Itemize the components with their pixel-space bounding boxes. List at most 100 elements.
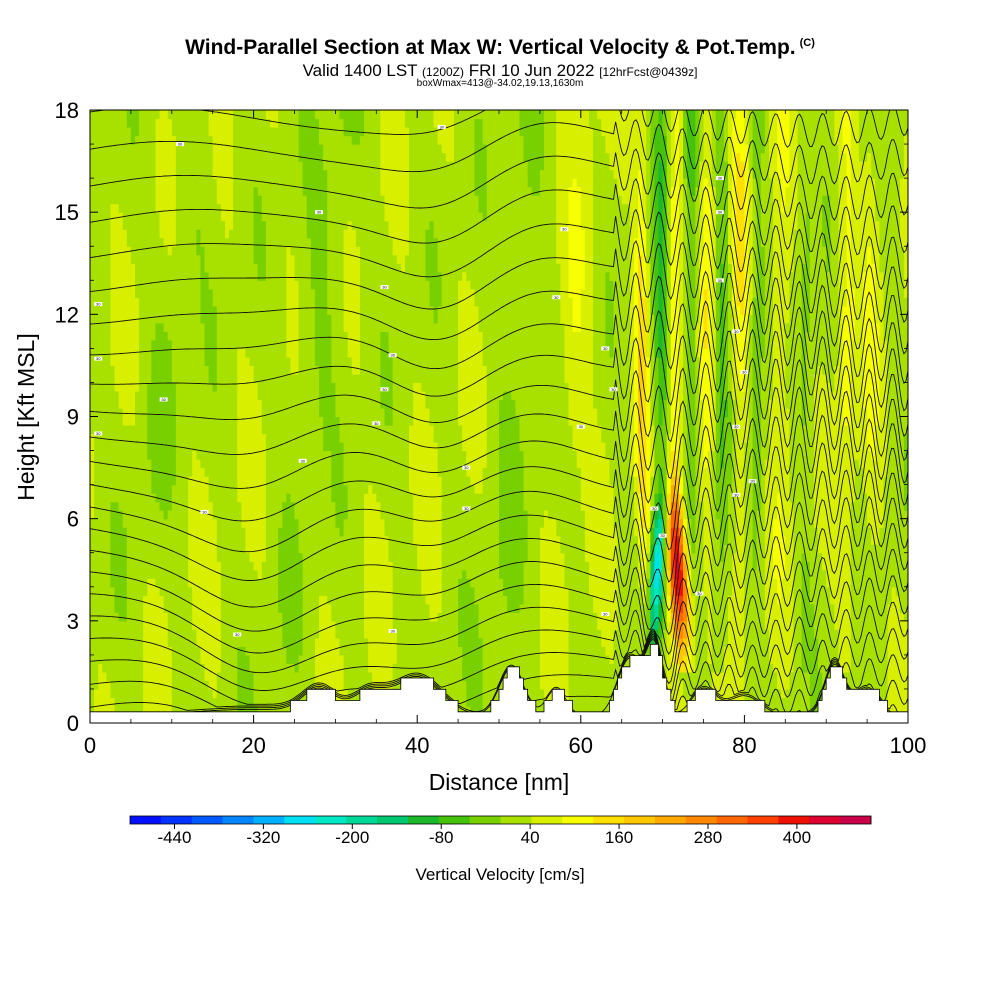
field-cell (715, 288, 721, 298)
field-cell (90, 314, 112, 324)
field-cell (314, 297, 328, 307)
field-cell (785, 373, 803, 384)
field-cell (687, 416, 696, 426)
field-cell (809, 671, 823, 682)
field-cell (286, 271, 296, 281)
field-cell (768, 629, 795, 639)
field-cell (699, 203, 705, 213)
field-cell (633, 390, 639, 401)
field-cell (789, 433, 815, 443)
field-cell (875, 203, 901, 213)
field-cell (813, 399, 844, 409)
field-cell (699, 467, 713, 477)
field-cell (728, 399, 733, 409)
field-cell (323, 416, 341, 426)
field-cell (887, 612, 905, 622)
field-cell (560, 263, 570, 273)
field-cell (605, 144, 647, 154)
field-cell (646, 237, 651, 247)
field-cell (666, 110, 672, 120)
field-cell (670, 118, 676, 128)
field-cell (499, 459, 525, 469)
field-cell (703, 246, 713, 256)
field-cell (674, 561, 680, 571)
field-cell (793, 254, 807, 264)
field-cell (482, 339, 566, 349)
field-cell (396, 254, 406, 264)
field-cell (728, 195, 733, 205)
field-cell (642, 493, 647, 503)
field-cell (486, 186, 533, 196)
field-cell (580, 288, 594, 298)
field-cell (674, 144, 680, 154)
field-cell (617, 595, 643, 605)
field-cell (155, 127, 173, 137)
field-cell (711, 280, 717, 290)
field-cell (728, 637, 745, 647)
field-cell (413, 518, 443, 528)
field-cell (458, 297, 476, 307)
field-cell (699, 178, 705, 188)
field-cell (719, 314, 725, 324)
field-cell (768, 152, 778, 162)
field-cell (134, 288, 202, 298)
field-cell (462, 569, 467, 579)
field-cell (384, 527, 414, 537)
field-cell (220, 629, 283, 639)
field-cell (466, 697, 484, 707)
field-cell (715, 169, 729, 179)
field-cell (474, 118, 484, 128)
field-cell (237, 671, 255, 682)
field-cell (478, 322, 566, 332)
field-cell (658, 382, 668, 392)
field-cell (773, 561, 786, 571)
field-cell (666, 586, 672, 596)
field-cell (703, 195, 713, 205)
field-cell (319, 373, 332, 384)
field-cell (319, 603, 332, 613)
field-cell (777, 144, 790, 154)
field-cell (646, 544, 651, 554)
field-cell (220, 203, 234, 213)
field-cell (863, 331, 880, 341)
field-cell (687, 178, 696, 188)
field-cell (805, 331, 840, 341)
field-cell (543, 110, 557, 120)
field-cell (838, 203, 848, 213)
field-cell (678, 254, 684, 264)
field-cell (687, 603, 692, 613)
field-cell (413, 390, 426, 401)
colorbar-swatch (346, 816, 378, 824)
field-cell (850, 280, 864, 290)
field-cell (687, 314, 696, 324)
field-cell (499, 416, 521, 426)
field-cell (903, 254, 908, 264)
field-cell (380, 127, 410, 137)
field-cell (216, 671, 238, 682)
field-cell (699, 425, 705, 435)
field-cell (887, 459, 905, 469)
field-cell (253, 186, 259, 196)
field-cell (801, 331, 807, 341)
field-cell (748, 373, 754, 384)
field-cell (298, 348, 316, 358)
contour-label-bg (732, 424, 741, 429)
field-cell (126, 603, 144, 613)
field-cell (728, 152, 733, 162)
field-cell (736, 186, 745, 196)
field-cell (286, 646, 304, 656)
field-cell (723, 442, 733, 452)
field-cell (216, 680, 238, 690)
field-cell (90, 229, 112, 239)
field-cell (147, 407, 177, 418)
field-cell (719, 288, 725, 298)
field-cell (646, 348, 651, 358)
field-cell (265, 527, 279, 537)
contour-label: 30 (300, 458, 305, 463)
field-cell (314, 637, 341, 647)
field-cell (519, 110, 545, 120)
field-cell (711, 561, 733, 571)
field-cell (744, 229, 750, 239)
field-cell (90, 629, 144, 639)
field-cell (744, 288, 750, 298)
